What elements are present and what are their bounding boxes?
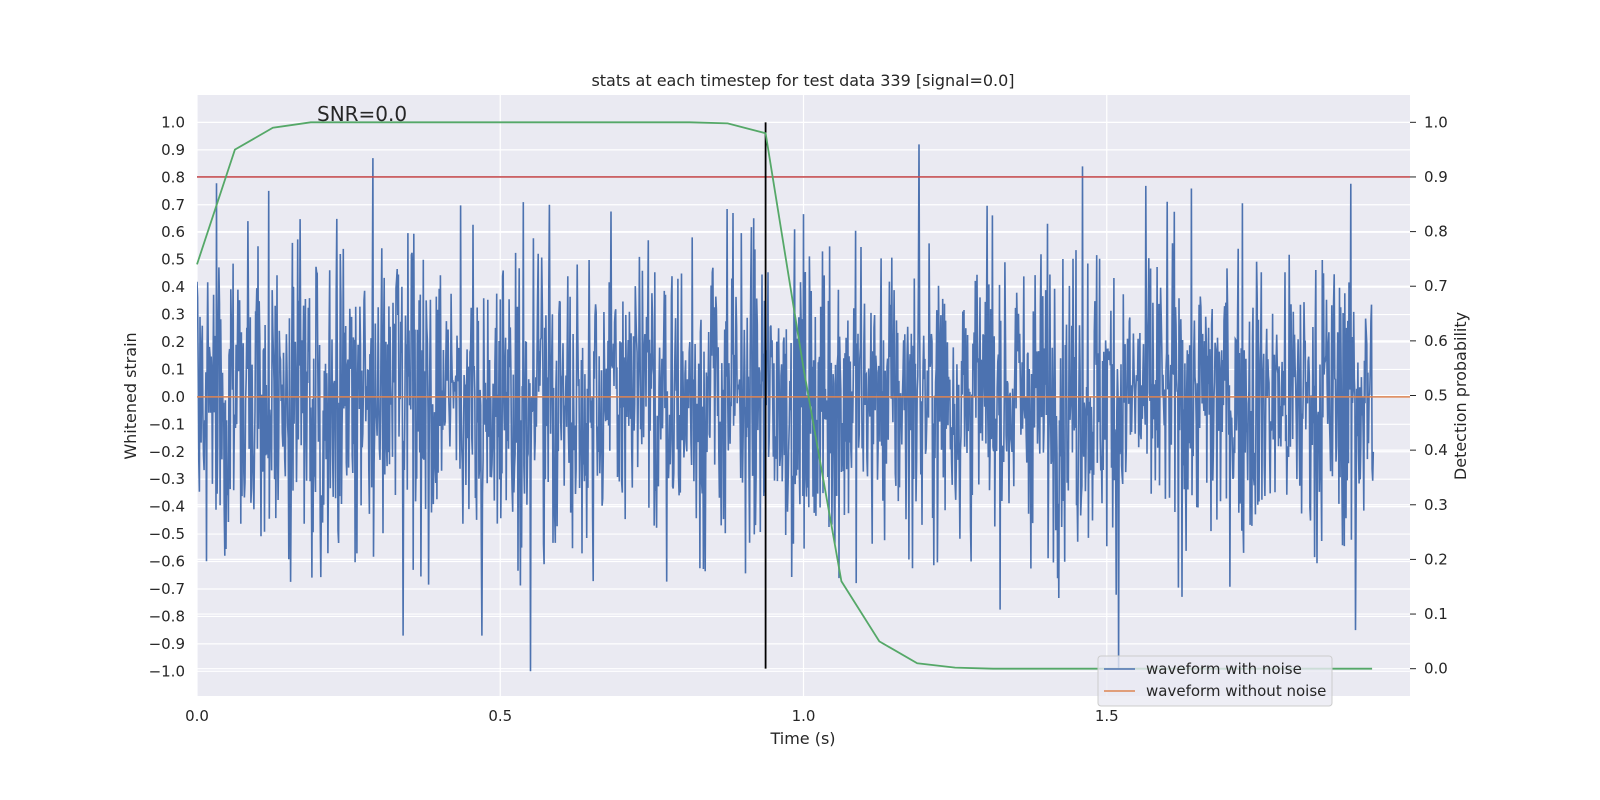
y-tick-label: 1.0 [161, 113, 185, 131]
y2-tick-label: 0.1 [1424, 605, 1448, 623]
y-tick-label: 0.0 [161, 388, 185, 406]
y2-tick-label: 0.6 [1424, 332, 1448, 350]
y-tick-label: 0.2 [161, 333, 185, 351]
legend-label-noisy: waveform with noise [1146, 660, 1302, 678]
y-axis-label: Whitened strain [121, 332, 140, 459]
y2-tick-label: 0.9 [1424, 168, 1448, 186]
y-tick-label: −0.6 [149, 553, 185, 571]
x-axis-label: Time (s) [769, 729, 835, 748]
y-tick-label: 0.3 [161, 306, 185, 324]
legend-box [1097, 655, 1333, 707]
x-tick-label: 0.0 [185, 707, 209, 725]
y2-tick-label: 0.5 [1424, 387, 1448, 405]
y2-tick-label: 0.8 [1424, 223, 1448, 241]
y-tick-label: −0.1 [149, 415, 185, 433]
y-tick-label: −0.3 [149, 470, 185, 488]
y-tick-label: −1.0 [149, 662, 185, 680]
y-tick-label: −0.4 [149, 498, 185, 516]
y-tick-label: 0.5 [161, 251, 185, 269]
y-tick-label: 0.1 [161, 360, 185, 378]
y2-tick-label: 1.0 [1424, 113, 1448, 131]
y2-axis-label: Detection probability [1451, 312, 1470, 480]
x-tick-label: 0.5 [488, 707, 512, 725]
y-tick-label: −0.2 [149, 443, 185, 461]
y-tick-label: 0.6 [161, 223, 185, 241]
chart-title: stats at each timestep for test data 339… [591, 71, 1014, 90]
legend-label-clean: waveform without noise [1146, 682, 1326, 700]
legend: waveform with noise waveform without noi… [1097, 655, 1333, 707]
y2-tick-label: 0.7 [1424, 277, 1448, 295]
x-tick-label: 1.0 [792, 707, 816, 725]
y2-tick-label: 0.2 [1424, 550, 1448, 568]
snr-annotation: SNR=0.0 [317, 102, 407, 126]
y2-tick-label: 0.4 [1424, 441, 1448, 459]
y-tick-label: −0.7 [149, 580, 185, 598]
y-tick-label: 0.8 [161, 168, 185, 186]
y2-tick-label: 0.3 [1424, 496, 1448, 514]
tick-labels: 1.0 0.9 0.8 0.7 0.6 0.5 0.4 0.3 0.2 0.1 0.0 −0.1 −0.… [149, 113, 1448, 725]
y2-tick-label: 0.0 [1424, 660, 1448, 678]
y-tick-label: −0.9 [149, 635, 185, 653]
series-waveform-with-noise [197, 144, 1375, 672]
x-tick-label: 1.5 [1095, 707, 1119, 725]
y-tick-label: 0.7 [161, 196, 185, 214]
y-tick-label: 0.4 [161, 278, 185, 296]
y-tick-label: −0.8 [149, 607, 185, 625]
y-tick-label: 0.9 [161, 141, 185, 159]
y-tick-label: −0.5 [149, 525, 185, 543]
